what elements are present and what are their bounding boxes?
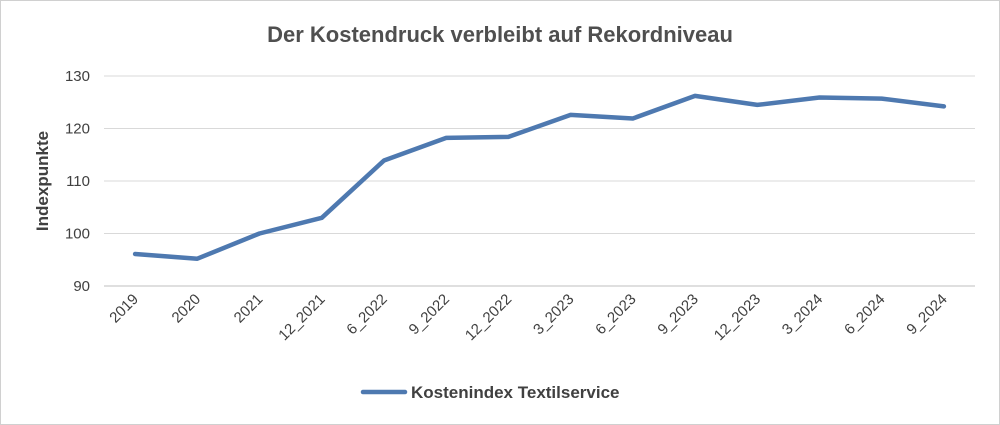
y-axis-label: Indexpunkte: [33, 131, 52, 231]
gridlines: [104, 75, 975, 234]
y-tick-label: 130: [65, 68, 90, 85]
x-tick-label: 6_2022: [343, 291, 390, 338]
y-tick-label: 110: [66, 173, 90, 190]
x-tick-label: 2019: [106, 291, 142, 327]
series-line: [132, 93, 947, 261]
x-tick-label: 6_2023: [592, 291, 639, 338]
y-tick-label: 90: [73, 278, 90, 295]
y-tick-label: 100: [65, 226, 90, 243]
x-tick-label: 3_2024: [779, 291, 826, 338]
legend: Kostenindex Textilservice: [360, 383, 620, 402]
x-tick-label: 12_2023: [711, 291, 764, 344]
legend-label: Kostenindex Textilservice: [411, 383, 620, 402]
series-layer: [132, 93, 947, 261]
x-tick-label: 9_2022: [406, 291, 453, 338]
x-tick-label: 12_2022: [462, 291, 515, 344]
chart-title: Der Kostendruck verbleibt auf Rekordnive…: [267, 22, 733, 47]
x-tick-label: 3_2023: [530, 291, 577, 338]
x-tick-label: 2020: [169, 291, 205, 327]
y-axis-ticks: 90 100 110 120 130: [65, 68, 90, 295]
x-tick-label: 9_2023: [654, 291, 701, 338]
x-tick-label: 6_2024: [841, 291, 888, 338]
x-tick-label: 12_2021: [275, 291, 328, 344]
y-tick-label: 120: [65, 121, 90, 138]
x-axis-ticks: 2019 2020 2021 12_2021 6_2022 9_2022 12_2022 3_…: [106, 291, 950, 344]
x-tick-label: 2021: [231, 291, 267, 327]
x-tick-label: 9_2024: [903, 291, 950, 338]
